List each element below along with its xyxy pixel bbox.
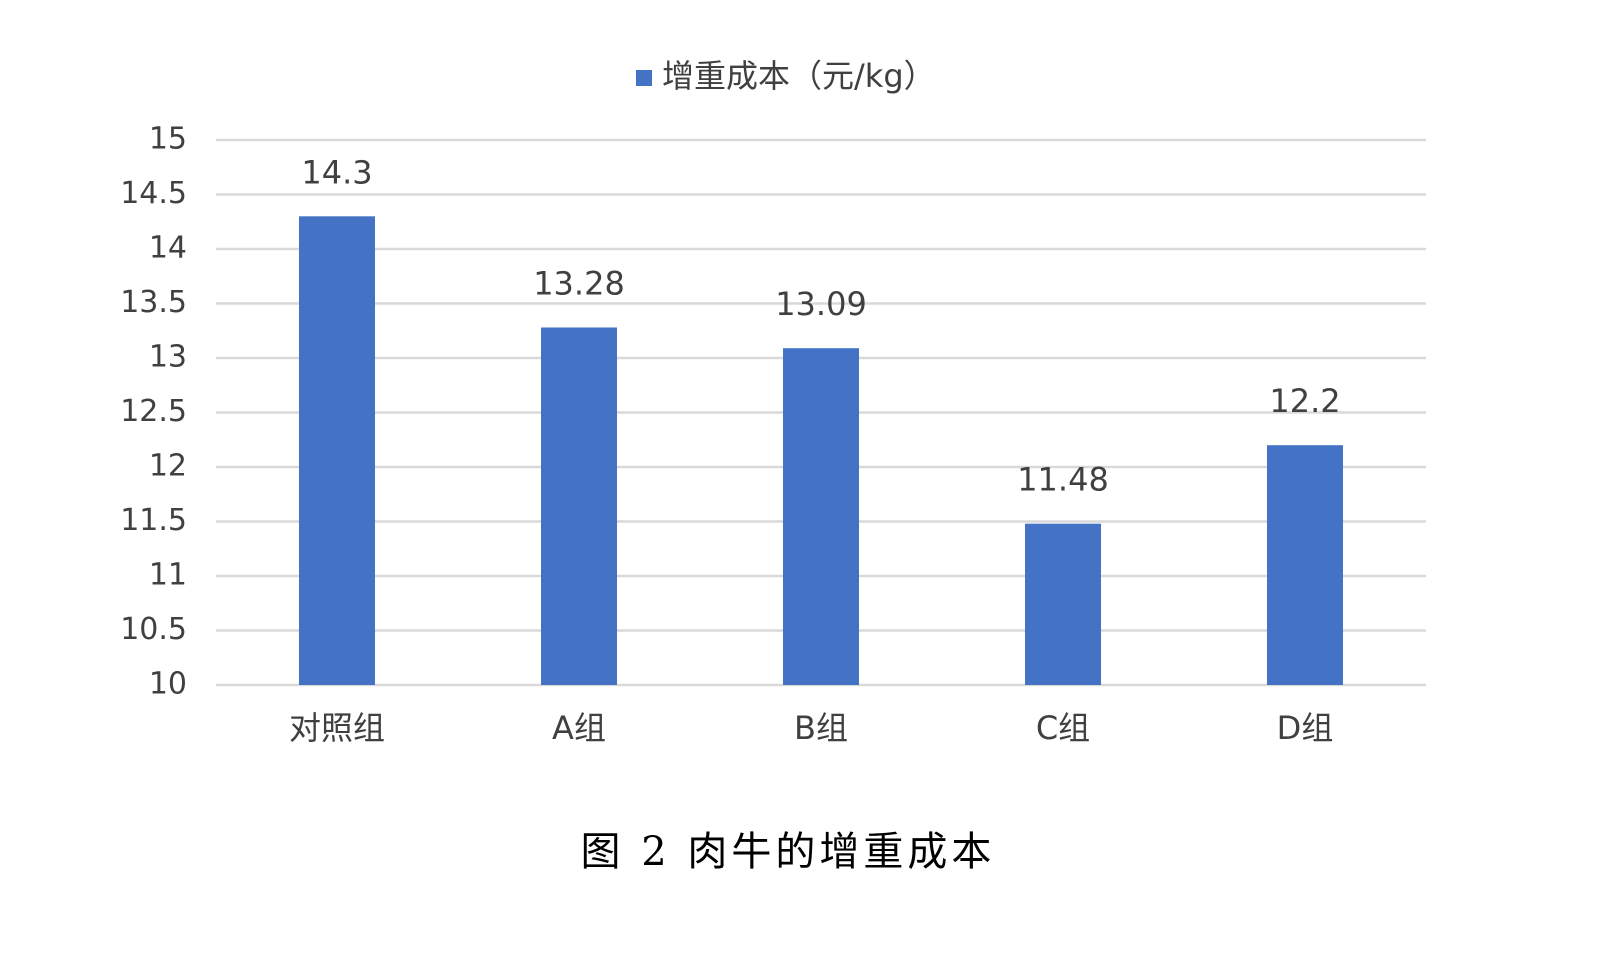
y-tick-label: 11 [149, 558, 187, 593]
y-tick-label: 10.5 [120, 612, 187, 647]
data-label: 14.3 [301, 153, 372, 191]
y-tick-label: 12.5 [120, 394, 187, 429]
y-tick-label: 13.5 [120, 285, 187, 320]
data-label: 13.28 [533, 264, 625, 302]
y-tick-label: 12 [149, 449, 187, 484]
x-tick-label: C组 [1036, 709, 1090, 747]
x-tick-label: A组 [552, 709, 606, 747]
bar [299, 216, 375, 686]
data-label: 13.09 [775, 285, 867, 323]
legend-swatch [636, 70, 652, 86]
y-tick-label: 11.5 [120, 503, 187, 538]
data-label: 11.48 [1017, 461, 1109, 499]
x-tick-label: D组 [1277, 709, 1334, 747]
y-tick-label: 14 [149, 231, 187, 266]
bar [541, 327, 617, 685]
bar [1267, 445, 1343, 685]
legend-label: 增重成本（元/kg） [662, 57, 936, 95]
y-tick-label: 15 [149, 122, 187, 157]
x-tick-label: 对照组 [289, 709, 385, 747]
y-tick-label: 14.5 [120, 176, 187, 211]
bar [1025, 523, 1101, 685]
figure-caption: 图 2 肉牛的增重成本 [581, 829, 996, 875]
bar [783, 348, 859, 685]
y-tick-label: 10 [149, 667, 187, 702]
data-label: 12.2 [1269, 382, 1340, 420]
y-tick-label: 13 [149, 340, 187, 375]
x-tick-label: B组 [794, 709, 848, 747]
